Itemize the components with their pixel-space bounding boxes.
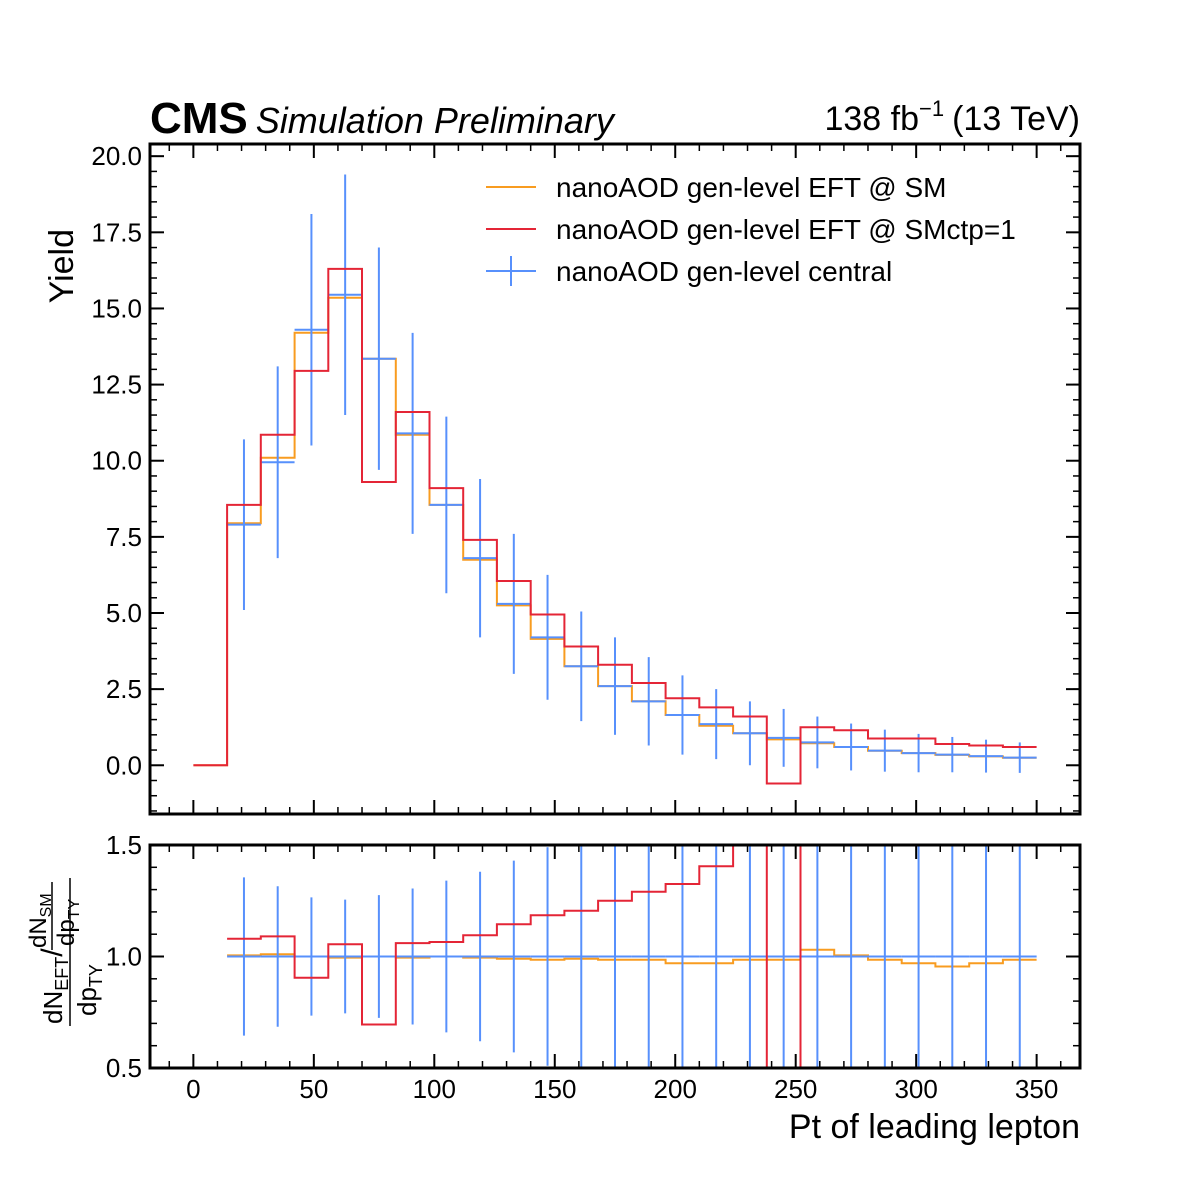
ratio-xtick-label-6: 300 [894, 1074, 937, 1104]
ratio-numerator: dNEFT/ [36, 948, 72, 1024]
main-ytick-label-3: 7.5 [106, 522, 142, 552]
ratio-ytick-label-1: 1.0 [106, 942, 142, 972]
main-nanoaod-gen-level-eft-smctp-1-line [193, 267, 1037, 785]
ratio-num-right-sub: SM [38, 893, 55, 917]
ratio-xtick-label-4: 200 [654, 1074, 697, 1104]
main-ytick-label-4: 10.0 [91, 446, 142, 476]
ratio-ytick-label-0: 0.5 [106, 1053, 142, 1083]
main-ytick-label-0: 0.0 [106, 750, 142, 780]
ratio-num-left-sub: EFT [52, 957, 72, 991]
experiment-label: CMS [150, 94, 248, 143]
ratio-panel: 0.5 1.0 1.5 0 50 100 150 200 250 300 350 [106, 830, 1082, 1104]
ratio-y-axis-title: dNEFT/ dNSM dpTY dpTY [25, 878, 106, 1026]
main-ytick-label-6: 15.0 [91, 293, 142, 323]
ratio-ytick-label-2: 1.5 [106, 830, 142, 860]
luminosity-label: 138 fb−1 (13 TeV) [824, 96, 1080, 138]
legend-label-central: nanoAOD gen-level central [556, 256, 892, 287]
ratio-xtick-label-1: 50 [299, 1074, 328, 1104]
x-axis-title: Pt of leading lepton [789, 1108, 1080, 1146]
status-label: Simulation Preliminary [256, 100, 616, 141]
main-ytick-label-7: 17.5 [91, 217, 142, 247]
x-ticks: 0 50 100 150 200 250 300 350 [168, 845, 1062, 1104]
lumi-exponent: −1 [919, 96, 944, 121]
ratio-den-sub: TY [86, 964, 106, 987]
main-ytick-label-5: 12.5 [91, 370, 142, 400]
ratio-panel-frame [148, 843, 1082, 1070]
main-ytick-label-2: 5.0 [106, 598, 142, 628]
ratio-y-ticks: 0.5 1.0 1.5 [106, 830, 1080, 1083]
ratio-xtick-label-2: 100 [413, 1074, 456, 1104]
main-series-group [193, 174, 1037, 785]
main-ytick-label-1: 2.5 [106, 674, 142, 704]
ratio-xtick-label-3: 150 [533, 1074, 576, 1104]
ratio-denominator: dpTY [72, 964, 106, 1016]
ratio-inner-numerator: dNSM [25, 893, 55, 948]
y-axis-title: Yield [43, 229, 81, 303]
ratio-den: dp [72, 987, 102, 1016]
ratio-inner-den: dp [53, 919, 80, 946]
ratio-ratio-eft-sm-line [227, 948, 1037, 968]
ratio-inner-denominator: dpTY [53, 899, 83, 946]
legend-label-eft-sm: nanoAOD gen-level EFT @ SM [556, 172, 947, 203]
ratio-slash: / [36, 948, 69, 957]
ratio-num-left: dN [38, 991, 68, 1024]
main-panel: 0.0 2.5 5.0 7.5 10.0 12.5 15.0 17.5 20.0 [91, 141, 1082, 816]
main-ytick-label-8: 20.0 [91, 141, 142, 171]
lumi-value: 138 fb [824, 100, 919, 138]
energy-label: (13 TeV) [952, 100, 1080, 138]
ratio-xtick-label-7: 350 [1015, 1074, 1058, 1104]
ratio-inner-den-sub: TY [66, 899, 83, 920]
ratio-xtick-label-0: 0 [186, 1074, 200, 1104]
ratio-series-group [227, 844, 1037, 1069]
legend-label-eft-ctp: nanoAOD gen-level EFT @ SMctp=1 [556, 214, 1016, 245]
main-panel-frame [148, 142, 1082, 816]
legend: nanoAOD gen-level EFT @ SM nanoAOD gen-l… [486, 172, 1016, 287]
ratio-xtick-label-5: 250 [774, 1074, 817, 1104]
ratio-num-right: dN [25, 917, 52, 948]
